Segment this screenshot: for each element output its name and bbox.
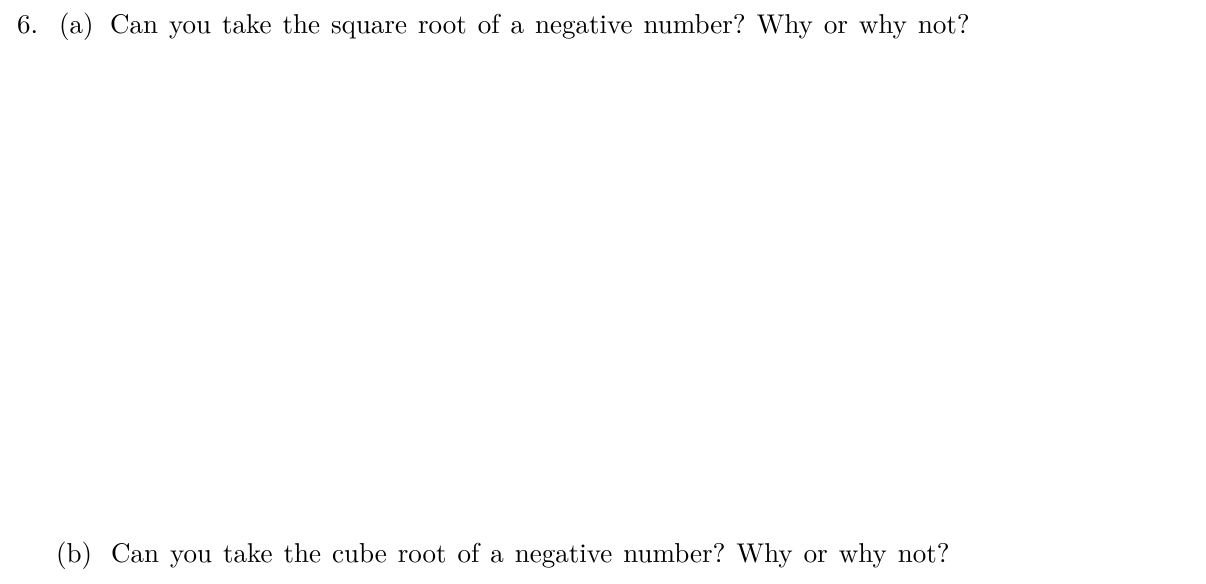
exercise-page: 6. (a) Can you take the square root of a… (0, 0, 1206, 584)
part-b-question-text: Can you take the cube root of a negative… (111, 538, 949, 565)
problem-number: 6. (8, 9, 38, 36)
part-b-label: (b) (56, 538, 92, 565)
part-a-label: (a) (59, 9, 94, 36)
part-a-question-text: Can you take the square root of a negati… (110, 9, 970, 36)
